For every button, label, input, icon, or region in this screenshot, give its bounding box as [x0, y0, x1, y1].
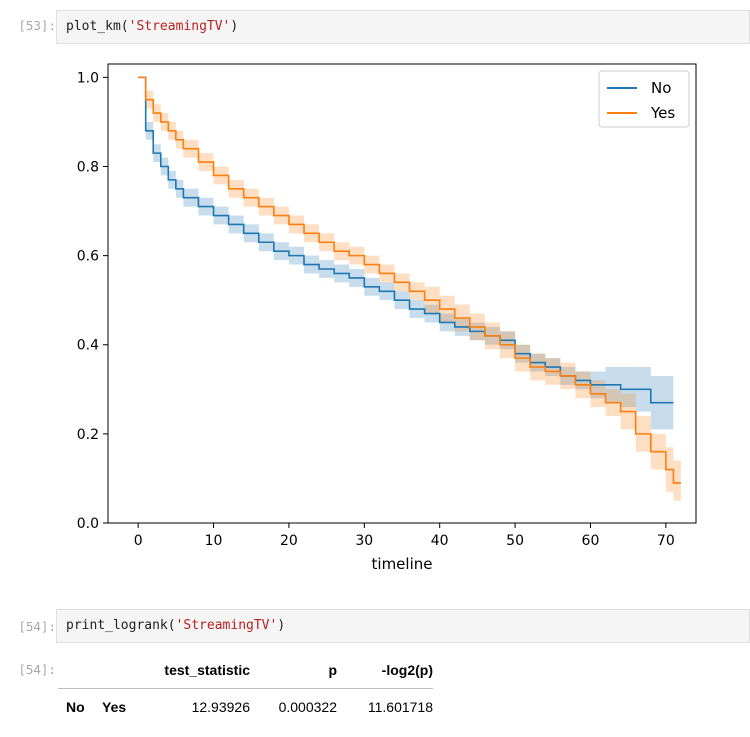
legend-label-no: No	[651, 79, 671, 97]
table-row: No Yes 12.93926 0.000322 11.601718	[58, 689, 433, 726]
table-cell: 12.93926	[191, 699, 250, 715]
column-header: -log2(p)	[381, 662, 433, 678]
plot-frame	[107, 63, 697, 524]
x-tick-label: 60	[582, 533, 600, 549]
index-header-empty	[58, 652, 102, 689]
y-tick-label: 0.2	[77, 427, 99, 443]
legend-box	[598, 70, 690, 128]
x-tick-label: 70	[657, 533, 675, 549]
x-tick-label: 40	[431, 533, 449, 549]
cell-54-output-prompt: [54]:	[18, 662, 56, 677]
code-paren: )	[230, 19, 239, 34]
column-header: test_statistic	[164, 662, 250, 678]
ci-band-no	[138, 77, 674, 430]
code-string-arg: 'StreamingTV'	[175, 618, 278, 633]
x-axis-label: timeline	[372, 555, 433, 573]
table-cell: 11.601718	[367, 699, 433, 715]
y-tick-label: 0.8	[77, 159, 99, 175]
x-tick-label: 20	[280, 533, 298, 549]
survival-line-no	[138, 76, 674, 404]
code-function: plot_km(	[66, 19, 129, 34]
x-tick-label: 0	[134, 533, 143, 549]
x-tick-label: 50	[506, 533, 524, 549]
cell-54-code[interactable]: print_logrank('StreamingTV')	[56, 609, 750, 643]
table-cell: 0.000322	[278, 699, 337, 715]
code-paren: )	[277, 618, 286, 633]
y-tick-label: 0.4	[77, 338, 99, 354]
row-index: Yes	[102, 699, 127, 715]
y-tick-label: 0.6	[77, 249, 99, 265]
table-header-row: test_statistic p -log2(p)	[58, 652, 433, 689]
cell-54-prompt: [54]:	[18, 619, 56, 634]
row-index: No	[66, 699, 85, 715]
column-header: p	[328, 662, 337, 678]
x-tick-label: 30	[355, 533, 373, 549]
code-function: print_logrank(	[66, 618, 176, 633]
cell-53-code[interactable]: plot_km('StreamingTV')	[56, 10, 750, 44]
logrank-table: test_statistic p -log2(p) No Yes 12.9392…	[58, 652, 433, 725]
x-tick-label: 10	[205, 533, 223, 549]
cell-53-prompt: [53]:	[18, 18, 56, 33]
code-string-arg: 'StreamingTV'	[128, 19, 231, 34]
legend-label-yes: Yes	[650, 104, 675, 122]
y-tick-label: 0.0	[77, 516, 99, 532]
index-header-empty	[102, 652, 136, 689]
y-tick-label: 1.0	[77, 70, 99, 86]
km-plot: 0 10 20 30 40 50 60 70 0.0 0.2 0.4 0.6 0.8 1.0 timelin…	[77, 63, 697, 573]
survival-line-yes	[138, 76, 681, 484]
